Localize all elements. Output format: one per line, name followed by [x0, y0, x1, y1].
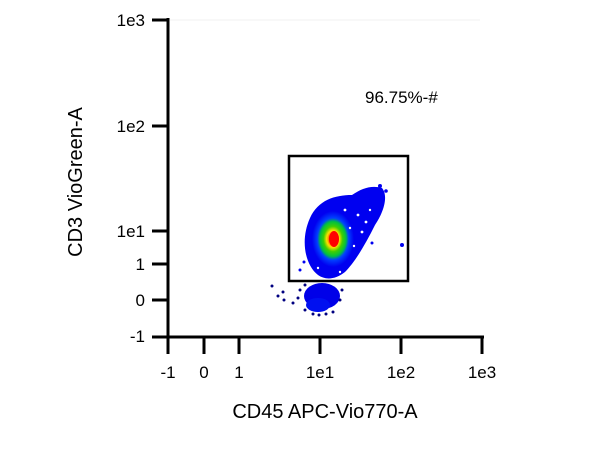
- y-tick-0: 0: [136, 291, 145, 310]
- gate-percent-label: 96.75%-#: [365, 88, 438, 107]
- y-tick-labels: 1e3 1e2 1e1 1 0 -1: [117, 11, 145, 346]
- y-tick-1: 1: [136, 255, 145, 274]
- y-tick-1e3: 1e3: [117, 11, 145, 30]
- gate-rectangle[interactable]: [287, 154, 410, 283]
- x-tick-minus1: -1: [160, 363, 175, 382]
- x-tick-1e1: 1e1: [306, 363, 334, 382]
- y-axis-title: CD3 VioGreen-A: [65, 106, 87, 256]
- population-low-cd3: [270, 283, 344, 317]
- y-tick-1e1: 1e1: [117, 222, 145, 241]
- population-main: [298, 184, 404, 279]
- y-tick-1e2: 1e2: [117, 117, 145, 136]
- x-tick-1: 1: [234, 363, 243, 382]
- x-axis-title: CD45 APC-Vio770-A: [232, 401, 418, 423]
- x-tick-1e3: 1e3: [468, 363, 496, 382]
- x-tick-0: 0: [199, 363, 208, 382]
- x-axis: [152, 335, 484, 354]
- y-tick-minus1: -1: [130, 327, 145, 346]
- x-tick-1e2: 1e2: [387, 363, 415, 382]
- y-axis: [152, 18, 170, 340]
- x-tick-labels: -1 0 1 1e1 1e2 1e3: [160, 363, 496, 382]
